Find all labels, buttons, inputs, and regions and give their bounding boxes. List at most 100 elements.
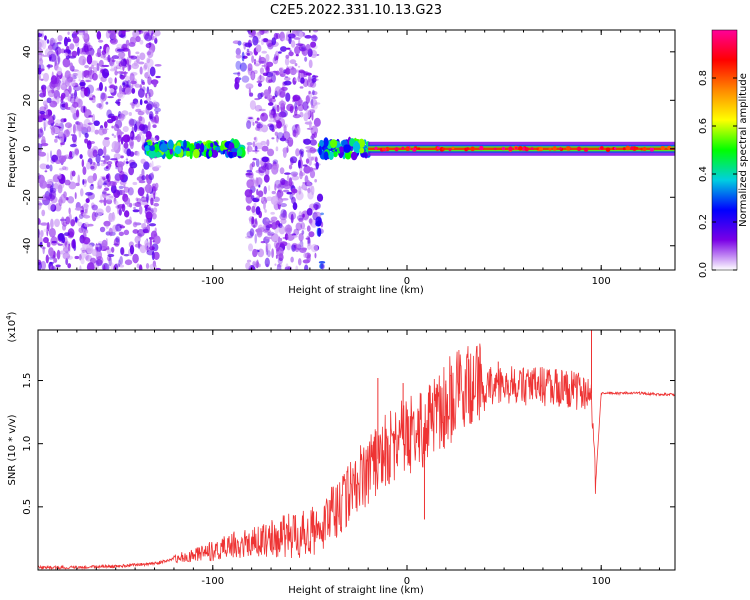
spectrogram-cell <box>81 249 87 253</box>
spectrogram-cell <box>153 80 157 88</box>
spectrogram-cell <box>87 223 94 227</box>
spectrogram-cell <box>278 223 283 229</box>
spectrogram-cell <box>116 92 124 98</box>
spectrogram-cell <box>100 101 104 109</box>
spectrogram-cell <box>251 161 256 168</box>
spectrogram-cell <box>308 158 312 166</box>
spectrogram-cell <box>306 207 313 216</box>
spectrogram-cell <box>79 154 83 160</box>
spectrogram-cell <box>245 205 252 211</box>
spectrogram-cell <box>246 141 253 146</box>
spectrogram-cell <box>108 256 112 267</box>
spectrogram-cell <box>68 207 71 215</box>
spectrogram-cell <box>289 49 292 52</box>
spectrogram-cell <box>83 214 91 219</box>
spectrogram-cell <box>220 144 225 152</box>
spectrogram-y-label: Frequency (Hz) <box>7 112 18 188</box>
spectrogram-cell <box>71 170 76 177</box>
spectrogram-cell <box>245 172 253 176</box>
spectrogram-cell <box>85 229 89 234</box>
spectrogram-cell <box>103 159 107 164</box>
spectrogram-cell <box>289 59 297 65</box>
spectrogram-cell <box>64 166 69 171</box>
spectrogram-cell <box>613 147 617 150</box>
spectrogram-cell <box>146 51 152 56</box>
spectrogram-cell <box>137 187 145 197</box>
snr-y-label: SNR (10 * v/v) <box>7 414 18 485</box>
spectrogram-cell <box>136 150 140 157</box>
spectrogram-cell <box>115 60 120 65</box>
spectrogram-cell <box>252 248 258 258</box>
spectrogram-cell <box>278 111 287 118</box>
spectrogram-cell <box>295 186 303 195</box>
spectrogram-cell <box>263 200 266 210</box>
spectrogram-cell <box>275 119 281 124</box>
spectrogram-cell <box>317 227 322 238</box>
spectrogram-cell <box>150 172 154 178</box>
spectrogram-cell <box>313 202 321 210</box>
spectrogram-cell <box>64 179 71 186</box>
spectrogram-cell <box>86 244 94 254</box>
spectrogram-cell <box>290 213 294 224</box>
spectrogram-cell <box>77 221 83 227</box>
spectrogram-cell <box>548 147 552 151</box>
spectrogram-cell <box>189 149 193 160</box>
spectrogram-cell <box>118 51 126 58</box>
spectrogram-cell <box>309 218 313 224</box>
spectrogram-cell <box>151 212 157 220</box>
spectrogram-cell <box>309 166 313 172</box>
spectrogram-cell <box>287 267 290 270</box>
spectrogram-cell <box>86 262 95 270</box>
spectrogram-cell <box>255 158 260 168</box>
spectrogram-cell <box>239 62 247 72</box>
spectrogram-cell <box>309 169 316 179</box>
spectrogram-cell <box>71 134 77 143</box>
spectrogram-cell <box>100 162 106 167</box>
spectrogram-cell <box>145 104 150 115</box>
spectrogram-cell <box>56 249 61 260</box>
spectrogram-cell <box>116 30 122 36</box>
spectrogram-cell <box>72 72 79 77</box>
spectrogram-cell <box>286 47 291 50</box>
spectrogram-cell <box>109 88 115 93</box>
spectrogram-cell <box>148 42 152 46</box>
spectrogram-cell <box>470 146 475 152</box>
spectrogram-cell <box>265 76 272 84</box>
spectrogram-cell <box>299 170 303 180</box>
spectrogram-cell <box>40 78 44 81</box>
spectrogram-cell <box>271 222 278 230</box>
spectrogram-cell <box>276 135 279 143</box>
spectrogram-cell <box>85 255 93 262</box>
spectrogram-cell <box>118 91 125 99</box>
spectrogram-cell <box>80 258 85 265</box>
spectrogram-cell <box>305 158 310 164</box>
spectrogram-cell <box>79 82 86 87</box>
spectrogram-cell <box>286 191 293 195</box>
spectrogram-cell <box>264 209 267 213</box>
spectrogram-cell <box>155 111 159 115</box>
spectrogram-cell <box>246 120 252 129</box>
spectrogram-cell <box>147 100 154 110</box>
spectrogram-cell <box>46 241 51 248</box>
spectrogram-cell <box>275 55 279 61</box>
spectrogram-cell <box>92 149 98 158</box>
spectrogram-cell <box>154 235 161 245</box>
spectrogram-cell <box>271 248 274 259</box>
spectrogram-cell <box>211 149 219 158</box>
spectrogram-cell <box>311 96 318 100</box>
spectrogram-cell <box>146 57 151 64</box>
spectrogram-cell <box>132 202 141 207</box>
spectrogram-cell <box>145 211 153 220</box>
spectrogram-cell <box>57 184 63 194</box>
spectrogram-cell <box>501 146 506 151</box>
spectrogram-cell <box>296 243 303 249</box>
spectrogram-cell <box>278 225 286 235</box>
spectrogram-cell <box>70 93 76 96</box>
spectrogram-cell <box>118 189 126 196</box>
spectrogram-cell <box>119 264 125 268</box>
spectrogram-cell <box>113 153 122 160</box>
spectrogram-cell <box>605 147 611 152</box>
spectrogram-cell <box>118 185 124 190</box>
spectrogram-cell <box>343 144 351 153</box>
spectrogram-cell <box>290 256 294 263</box>
